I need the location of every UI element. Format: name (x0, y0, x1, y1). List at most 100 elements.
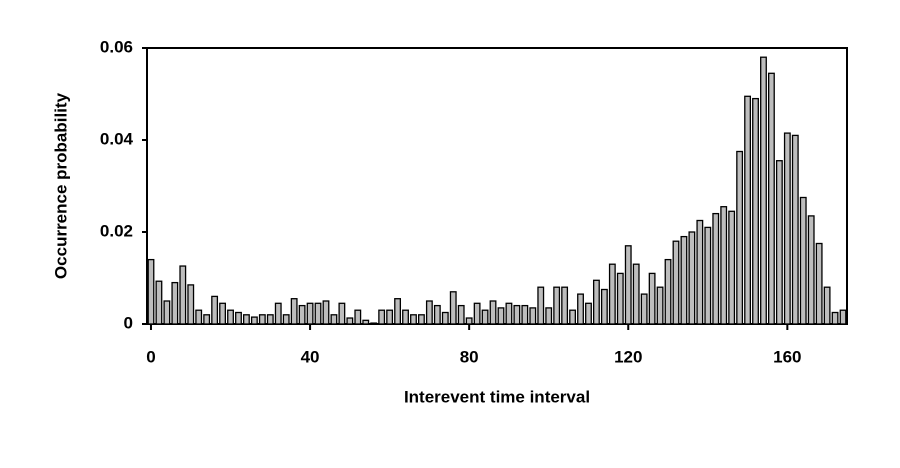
bar (378, 309, 386, 325)
bar (807, 215, 815, 325)
bar (242, 314, 250, 325)
bar (823, 286, 831, 325)
bar (386, 309, 394, 325)
x-axis-label: Interevent time interval (404, 387, 590, 406)
bar (489, 300, 497, 325)
bar (282, 314, 290, 325)
bar (545, 307, 553, 325)
bar (290, 298, 298, 325)
bar (219, 302, 227, 325)
bar (155, 280, 163, 325)
bar (425, 300, 433, 325)
bar (704, 226, 712, 325)
y-tick-label: 0.04 (100, 129, 134, 148)
x-tick-label: 120 (614, 347, 642, 366)
bar (791, 134, 799, 325)
bar (815, 242, 823, 325)
bar (561, 286, 569, 325)
bar (696, 219, 704, 325)
bar (187, 284, 195, 325)
bar (720, 206, 728, 325)
bar (712, 212, 720, 325)
bar (600, 288, 608, 325)
y-axis-label: Occurrence probability (51, 92, 70, 279)
bar (235, 311, 242, 325)
bar (640, 293, 648, 325)
bar (449, 291, 457, 325)
bar (592, 279, 600, 325)
bar (656, 286, 664, 325)
bar (314, 302, 322, 325)
bar (744, 95, 752, 325)
bar (553, 286, 561, 325)
bar (680, 235, 688, 325)
bar (211, 295, 219, 325)
bar (624, 245, 632, 325)
plot-frame (146, 47, 848, 325)
bar (529, 307, 537, 325)
y-tick-label: 0 (124, 313, 133, 332)
bar (258, 314, 266, 325)
bar (783, 132, 791, 325)
bar (457, 304, 465, 325)
bar (521, 304, 529, 325)
y-tick-label: 0.06 (100, 37, 133, 56)
bar (728, 210, 736, 325)
bar (402, 309, 409, 325)
x-tick-label: 160 (773, 347, 801, 366)
bar (274, 302, 282, 325)
bar (354, 309, 362, 325)
bar (831, 311, 839, 325)
bar (330, 314, 338, 325)
bar (608, 263, 616, 325)
bar (417, 314, 425, 325)
bar (752, 97, 759, 325)
bar (760, 56, 767, 325)
bar (497, 307, 505, 325)
bar (616, 272, 624, 325)
bar (394, 298, 402, 325)
bar (839, 309, 847, 325)
bar (664, 258, 672, 325)
bar (410, 314, 417, 325)
bar (362, 319, 370, 325)
bar (585, 302, 592, 325)
bar (632, 263, 640, 325)
y-tick-label: 0.02 (100, 221, 133, 240)
bar (441, 311, 449, 325)
bar (306, 302, 314, 325)
bar (767, 72, 775, 325)
bar (648, 272, 656, 325)
bar (195, 309, 203, 325)
bar (577, 293, 584, 325)
bar (250, 316, 258, 325)
bar (266, 314, 274, 325)
bar (227, 309, 234, 325)
bar (346, 317, 354, 325)
bar (736, 150, 744, 325)
bar (433, 304, 441, 325)
bar (569, 309, 577, 325)
bar (672, 240, 680, 325)
bar (171, 281, 179, 325)
bar (473, 302, 481, 325)
bar (465, 317, 473, 325)
bar (481, 309, 489, 325)
bar (370, 322, 378, 325)
bar (537, 286, 545, 325)
bar (338, 302, 346, 325)
bar (688, 231, 696, 325)
bar (799, 196, 807, 325)
bar (179, 265, 187, 325)
bar (505, 302, 513, 325)
bar (298, 304, 306, 325)
bar (163, 300, 171, 325)
bar (513, 304, 521, 325)
bar (322, 300, 330, 325)
x-tick-label: 0 (146, 347, 155, 366)
x-tick-label: 80 (460, 347, 479, 366)
bar (203, 314, 211, 325)
bar (147, 258, 155, 325)
x-tick-label: 40 (301, 347, 320, 366)
